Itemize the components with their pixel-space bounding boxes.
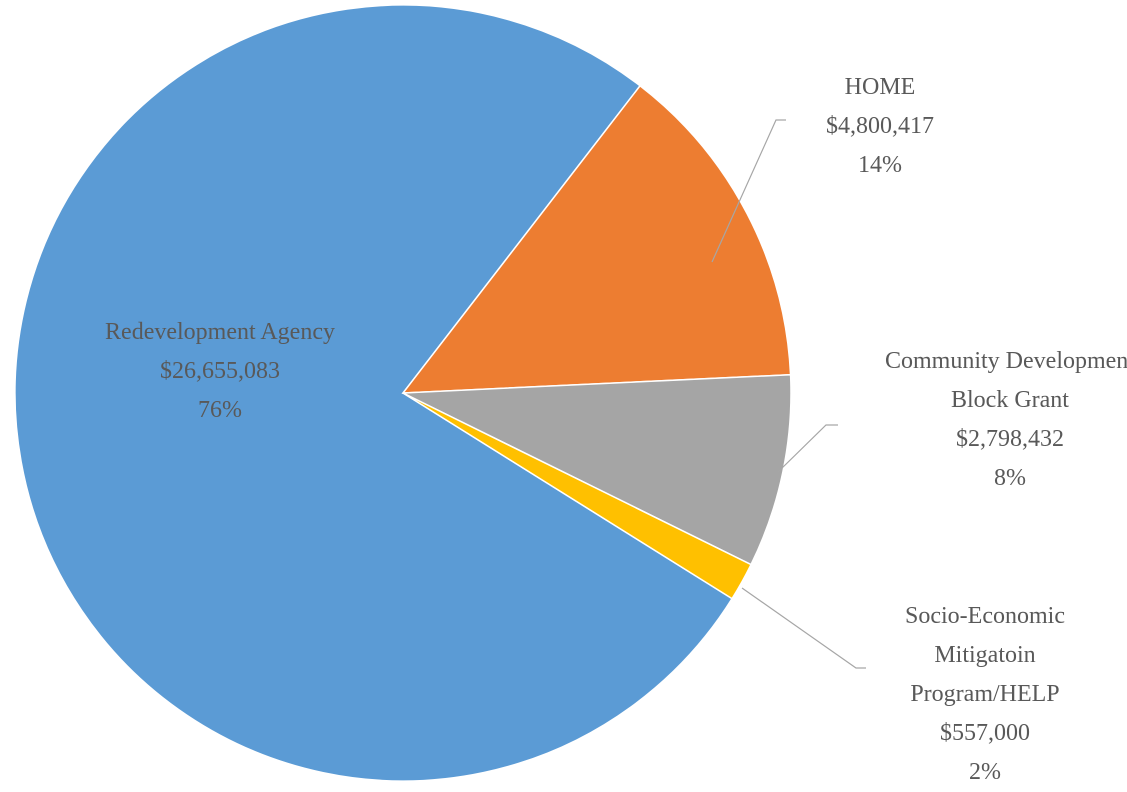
data-label: Community Development Block Grant $2,798,…: [880, 342, 1127, 498]
category-label: Redevelopment Agency: [105, 319, 335, 345]
leader-line: [741, 587, 866, 669]
pie-slice: [402, 392, 753, 600]
leader-line: [711, 119, 786, 263]
value-label: $4,800,417: [826, 113, 934, 139]
leader-line: [777, 424, 838, 473]
percent-label: 8%: [994, 465, 1026, 491]
pie-slice: [401, 84, 792, 394]
percent-label: 14%: [858, 152, 902, 178]
category-label: Community Development Block Grant: [885, 348, 1127, 413]
data-label: Socio-Economic Mitigatoin Program/HELP $5…: [860, 597, 1110, 792]
pie-slice: [14, 4, 734, 782]
pie-slice: [402, 373, 792, 566]
category-label: Socio-Economic Mitigatoin Program/HELP: [905, 603, 1065, 707]
data-label: Redevelopment Agency $26,655,083 76%: [90, 313, 350, 430]
percent-label: 2%: [969, 759, 1001, 785]
category-label: HOME: [844, 74, 916, 100]
value-label: $2,798,432: [956, 426, 1064, 452]
data-label: HOME $4,800,417 14%: [770, 68, 990, 185]
value-label: $26,655,083: [160, 358, 280, 384]
value-label: $557,000: [940, 720, 1030, 746]
percent-label: 76%: [198, 397, 242, 423]
